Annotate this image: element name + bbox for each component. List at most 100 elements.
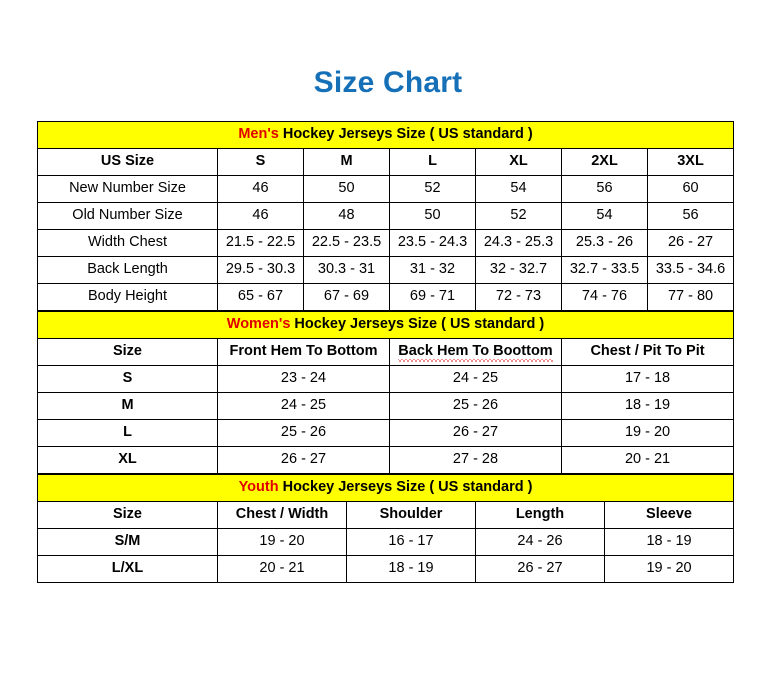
mens-banner-row: Men's Hockey Jerseys Size ( US standard …: [36, 121, 735, 149]
womens-cell: 26 - 27: [217, 446, 390, 474]
mens-cell: 77 - 80: [646, 283, 735, 311]
mens-cell: 54: [475, 175, 562, 203]
womens-size-table: Women's Hockey Jerseys Size ( US standar…: [36, 311, 735, 474]
womens-cell: 20 - 21: [560, 446, 735, 474]
mens-cell: 21.5 - 22.5: [217, 229, 304, 257]
youth-col-header: Shoulder: [346, 501, 476, 529]
mens-cell: 54: [561, 202, 648, 230]
mens-header-row: US Size S M L XL 2XL 3XL: [37, 148, 735, 176]
womens-header-row: Size Front Hem To Bottom Back Hem To Boo…: [37, 338, 735, 366]
mens-cell: 32 - 32.7: [475, 256, 562, 284]
mens-cell: 25.3 - 26: [561, 229, 648, 257]
youth-cell: 18 - 19: [346, 555, 476, 583]
spellcheck-underline: Back Hem To Boottom: [398, 342, 554, 363]
mens-size-table: Men's Hockey Jerseys Size ( US standard …: [36, 121, 735, 311]
mens-row-label: Body Height: [37, 283, 218, 311]
mens-cell: 32.7 - 33.5: [561, 256, 648, 284]
mens-cell: 56: [561, 175, 648, 203]
mens-cell: 52: [475, 202, 562, 230]
mens-cell: 46: [217, 175, 304, 203]
mens-col-header: 2XL: [561, 148, 648, 176]
mens-col-header: XL: [475, 148, 562, 176]
womens-cell: 19 - 20: [560, 419, 735, 447]
mens-col-header: 3XL: [646, 148, 735, 176]
womens-cell: 17 - 18: [560, 365, 735, 393]
womens-banner-rest: Hockey Jerseys Size ( US standard ): [290, 316, 545, 333]
mens-cell: 50: [303, 175, 390, 203]
youth-banner: Youth Hockey Jerseys Size ( US standard …: [36, 474, 735, 502]
mens-cell: 23.5 - 24.3: [389, 229, 476, 257]
mens-cell: 67 - 69: [303, 283, 390, 311]
mens-cell: 33.5 - 34.6: [646, 256, 735, 284]
youth-banner-row: Youth Hockey Jerseys Size ( US standard …: [36, 474, 735, 502]
mens-cell: 46: [217, 202, 304, 230]
table-row: Back Length 29.5 - 30.3 30.3 - 31 31 - 3…: [37, 256, 735, 284]
womens-row-label: M: [37, 392, 218, 420]
mens-cell: 30.3 - 31: [303, 256, 390, 284]
youth-row-label: L/XL: [37, 555, 218, 583]
womens-cell: 25 - 26: [389, 392, 562, 420]
womens-cell: 24 - 25: [217, 392, 390, 420]
womens-col-header: Size: [37, 338, 218, 366]
mens-col-header: L: [389, 148, 476, 176]
mens-cell: 24.3 - 25.3: [475, 229, 562, 257]
mens-cell: 48: [303, 202, 390, 230]
youth-cell: 18 - 19: [603, 528, 735, 556]
table-row: L 25 - 26 26 - 27 19 - 20: [37, 419, 735, 447]
mens-banner: Men's Hockey Jerseys Size ( US standard …: [36, 121, 735, 149]
womens-col-header: Chest / Pit To Pit: [560, 338, 735, 366]
mens-cell: 26 - 27: [646, 229, 735, 257]
youth-cell: 16 - 17: [346, 528, 476, 556]
table-row: XL 26 - 27 27 - 28 20 - 21: [37, 446, 735, 474]
youth-cell: 19 - 20: [603, 555, 735, 583]
youth-col-header: Chest / Width: [217, 501, 347, 529]
table-row: Width Chest 21.5 - 22.5 22.5 - 23.5 23.5…: [37, 229, 735, 257]
womens-cell: 27 - 28: [389, 446, 562, 474]
womens-banner-accent: Women's: [226, 316, 291, 333]
mens-row-label: Width Chest: [37, 229, 218, 257]
youth-cell: 20 - 21: [217, 555, 347, 583]
mens-cell: 22.5 - 23.5: [303, 229, 390, 257]
mens-cell: 50: [389, 202, 476, 230]
mens-col-header: US Size: [37, 148, 218, 176]
womens-col-header-misspelled: Back Hem To Boottom: [389, 338, 562, 366]
mens-col-header: S: [217, 148, 304, 176]
mens-cell: 52: [389, 175, 476, 203]
mens-cell: 60: [646, 175, 735, 203]
table-row: S/M 19 - 20 16 - 17 24 - 26 18 - 19: [37, 528, 735, 556]
youth-header-row: Size Chest / Width Shoulder Length Sleev…: [37, 501, 735, 529]
youth-banner-rest: Hockey Jerseys Size ( US standard ): [278, 479, 533, 496]
youth-banner-accent: Youth: [238, 479, 279, 496]
womens-row-label: L: [37, 419, 218, 447]
mens-banner-accent: Men's: [238, 126, 279, 143]
youth-cell: 19 - 20: [217, 528, 347, 556]
table-row: New Number Size 46 50 52 54 56 60: [37, 175, 735, 203]
youth-col-header: Sleeve: [603, 501, 735, 529]
mens-banner-rest: Hockey Jerseys Size ( US standard ): [278, 126, 533, 143]
mens-row-label: New Number Size: [37, 175, 218, 203]
womens-cell: 18 - 19: [560, 392, 735, 420]
womens-row-label: S: [37, 365, 218, 393]
mens-cell: 31 - 32: [389, 256, 476, 284]
womens-col-header: Front Hem To Bottom: [217, 338, 390, 366]
youth-size-table: Youth Hockey Jerseys Size ( US standard …: [36, 474, 735, 583]
womens-row-label: XL: [37, 446, 218, 474]
mens-cell: 69 - 71: [389, 283, 476, 311]
youth-col-header: Size: [37, 501, 218, 529]
womens-cell: 24 - 25: [389, 365, 562, 393]
mens-cell: 65 - 67: [217, 283, 304, 311]
mens-cell: 56: [646, 202, 735, 230]
mens-cell: 72 - 73: [475, 283, 562, 311]
womens-banner-row: Women's Hockey Jerseys Size ( US standar…: [36, 311, 735, 339]
table-row: L/XL 20 - 21 18 - 19 26 - 27 19 - 20: [37, 555, 735, 583]
mens-cell: 74 - 76: [561, 283, 648, 311]
table-row: Old Number Size 46 48 50 52 54 56: [37, 202, 735, 230]
mens-cell: 29.5 - 30.3: [217, 256, 304, 284]
womens-cell: 25 - 26: [217, 419, 390, 447]
youth-col-header: Length: [475, 501, 605, 529]
womens-banner: Women's Hockey Jerseys Size ( US standar…: [36, 311, 735, 339]
womens-cell: 26 - 27: [389, 419, 562, 447]
youth-cell: 26 - 27: [475, 555, 605, 583]
table-row: Body Height 65 - 67 67 - 69 69 - 71 72 -…: [37, 283, 735, 311]
